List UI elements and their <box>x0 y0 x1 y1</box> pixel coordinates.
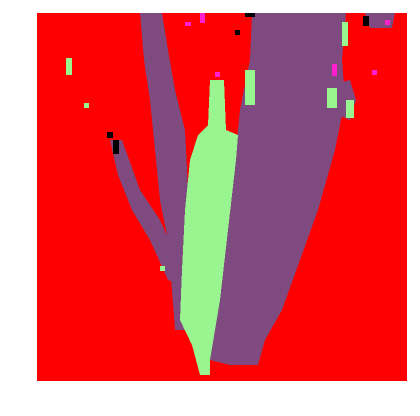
green-speck <box>346 100 354 118</box>
green-speck <box>84 103 89 108</box>
green-speck <box>160 266 165 271</box>
black-speck <box>235 30 240 35</box>
black-speck <box>113 140 119 154</box>
purple-streak <box>110 140 180 285</box>
black-speck <box>245 13 255 17</box>
magenta-speck <box>385 20 390 25</box>
green-band <box>180 80 238 375</box>
magenta-speck <box>185 22 191 26</box>
black-speck <box>107 132 113 138</box>
purple-wedge <box>210 13 346 365</box>
green-speck <box>327 88 337 108</box>
green-speck <box>342 22 348 46</box>
magenta-speck <box>215 72 220 77</box>
purple-blob <box>365 13 395 28</box>
magenta-speck <box>200 13 205 23</box>
magenta-speck <box>372 70 377 75</box>
green-speck <box>66 58 72 75</box>
black-speck <box>363 16 369 26</box>
green-speck <box>245 70 255 105</box>
purple-arm <box>140 13 188 330</box>
magenta-speck <box>332 64 337 76</box>
